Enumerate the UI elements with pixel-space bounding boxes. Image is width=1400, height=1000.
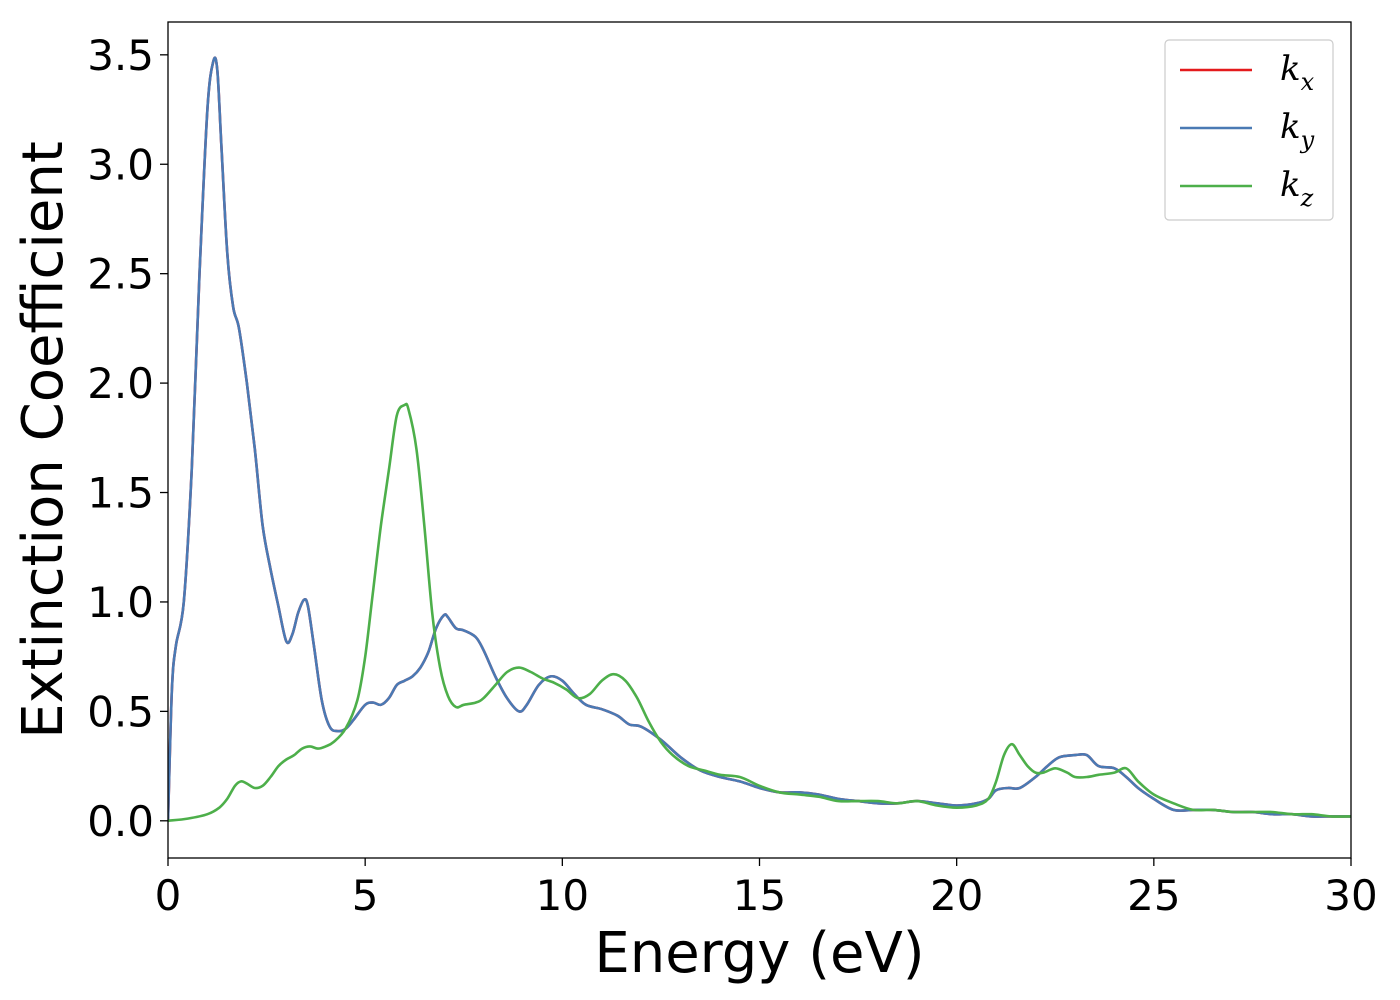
x-tick-label: 20 — [930, 871, 983, 920]
y-tick-label: 0.0 — [87, 797, 154, 846]
series-line-ky — [168, 56, 1351, 821]
x-axis-label: Energy (eV) — [594, 921, 924, 986]
x-tick-label: 25 — [1127, 871, 1180, 920]
y-tick-label: 1.0 — [87, 578, 154, 627]
legend-box — [1164, 39, 1334, 221]
legend-label-ky: ky — [1280, 107, 1315, 154]
x-tick-label: 15 — [733, 871, 786, 920]
legend-label-kz: kz — [1280, 165, 1314, 212]
y-tick-label: 0.5 — [87, 687, 154, 736]
x-tick-label: 5 — [352, 871, 379, 920]
x-tick-label: 0 — [155, 871, 182, 920]
y-tick-label: 3.5 — [87, 31, 154, 80]
x-tick-label: 10 — [536, 871, 589, 920]
series-line-kz — [168, 402, 1351, 823]
legend: kx ky kz — [1164, 39, 1334, 221]
y-tick-label: 1.5 — [87, 469, 154, 518]
y-tick-label: 2.0 — [87, 359, 154, 408]
ticks: 0 5 10 15 20 25 30 0.0 0.5 1.0 1.5 2.0 2.5 3.0 3.5 — [87, 31, 1378, 920]
y-tick-label: 3.0 — [87, 140, 154, 189]
y-tick-label: 2.5 — [87, 250, 154, 299]
y-axis-label: Extinction Coefficient — [11, 141, 76, 739]
x-tick-label: 30 — [1324, 871, 1377, 920]
legend-label-kx: kx — [1280, 49, 1315, 96]
